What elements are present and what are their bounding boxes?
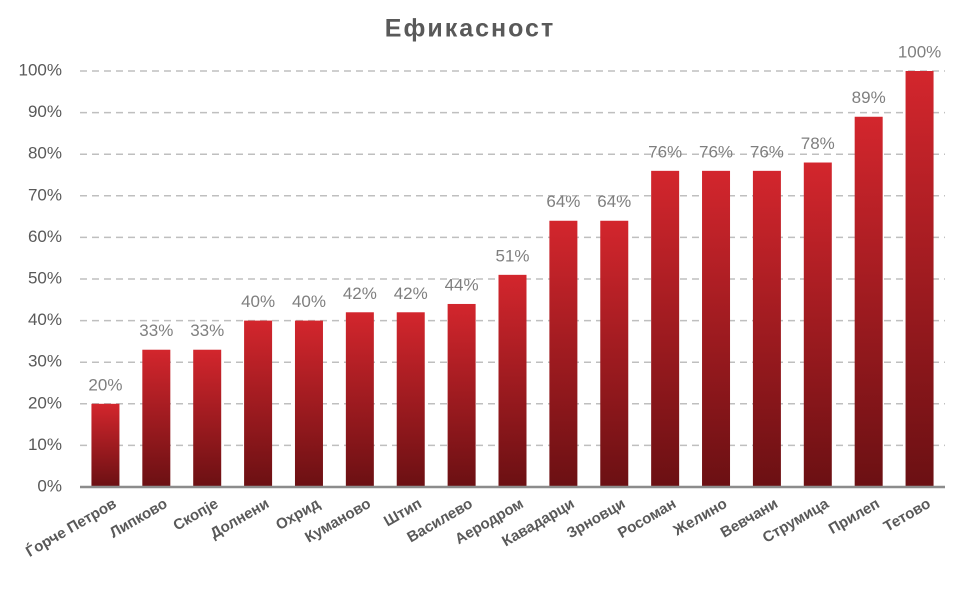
y-tick-label: 70% (28, 185, 62, 204)
x-tick-label: Долнени (207, 495, 272, 542)
value-label: 76% (750, 142, 784, 161)
x-tick-label: Прилеп (826, 495, 883, 538)
x-tick-label: Ѓорче Петров (23, 495, 119, 560)
bar (651, 170, 680, 487)
value-label: 89% (852, 88, 886, 107)
y-tick-label: 100% (19, 60, 62, 79)
value-label: 51% (495, 246, 529, 265)
value-label: 40% (241, 292, 275, 311)
value-label: 42% (343, 284, 377, 303)
value-label: 76% (648, 142, 682, 161)
bar (244, 320, 273, 487)
bar (702, 170, 731, 487)
bar (396, 312, 425, 487)
bar (447, 303, 476, 487)
x-tick-label: Росоман (615, 495, 679, 542)
value-label: 33% (139, 321, 173, 340)
value-label: 76% (699, 142, 733, 161)
value-label: 33% (190, 321, 224, 340)
y-tick-label: 40% (28, 310, 62, 329)
y-tick-label: 10% (28, 435, 62, 454)
y-tick-label: 60% (28, 227, 62, 246)
value-label: 64% (597, 192, 631, 211)
bar (905, 71, 934, 487)
value-label: 78% (801, 134, 835, 153)
bar (549, 220, 578, 487)
bar (142, 349, 171, 487)
y-tick-label: 30% (28, 352, 62, 371)
value-label: 20% (88, 375, 122, 394)
value-label: 44% (445, 275, 479, 294)
y-tick-label: 50% (28, 268, 62, 287)
bar (752, 170, 781, 487)
bar (600, 220, 629, 487)
bar (854, 116, 883, 487)
y-tick-label: 0% (37, 476, 62, 495)
value-label: 64% (546, 192, 580, 211)
bar (498, 274, 527, 487)
bar (91, 403, 120, 487)
value-label: 42% (394, 284, 428, 303)
x-tick-label: Липково (107, 495, 170, 541)
chart-title: Ефикасност (385, 15, 555, 43)
y-tick-label: 20% (28, 393, 62, 412)
x-tick-label: Тетово (881, 495, 934, 535)
y-tick-label: 90% (28, 102, 62, 121)
value-label: 40% (292, 292, 326, 311)
y-tick-label: 80% (28, 144, 62, 163)
bar (193, 349, 222, 487)
bar (345, 312, 374, 487)
bar (294, 320, 323, 487)
value-label: 100% (898, 42, 941, 61)
bar (803, 162, 832, 487)
